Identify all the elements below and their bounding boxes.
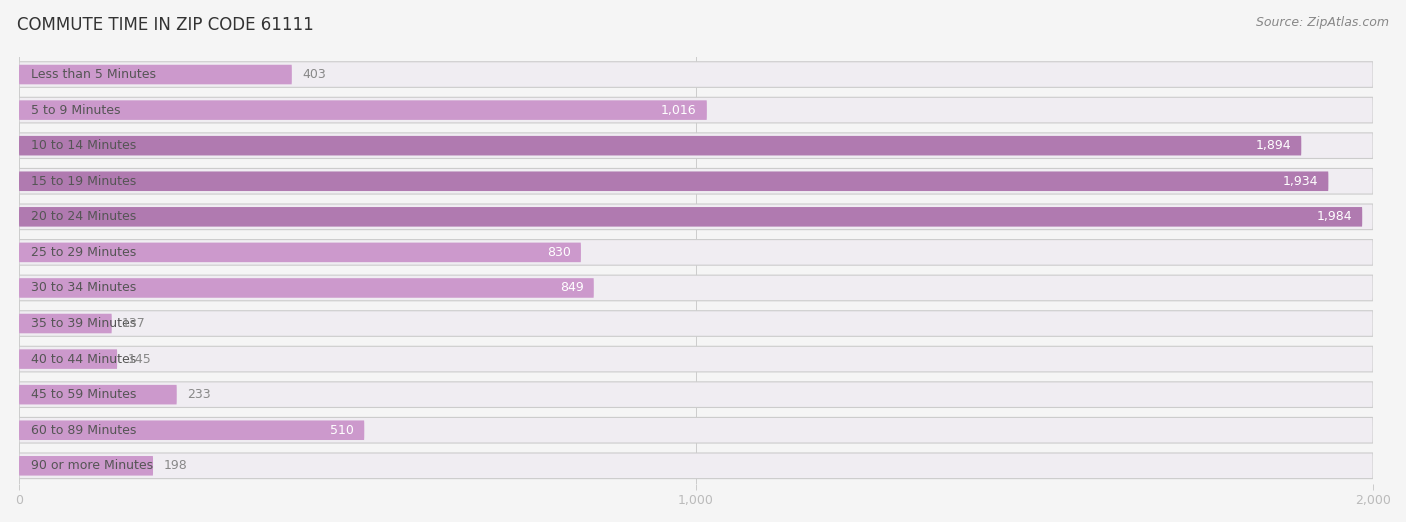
Text: 5 to 9 Minutes: 5 to 9 Minutes bbox=[31, 103, 121, 116]
FancyBboxPatch shape bbox=[20, 418, 1374, 443]
Text: COMMUTE TIME IN ZIP CODE 61111: COMMUTE TIME IN ZIP CODE 61111 bbox=[17, 16, 314, 33]
FancyBboxPatch shape bbox=[20, 169, 1374, 194]
FancyBboxPatch shape bbox=[20, 204, 1374, 230]
Text: 90 or more Minutes: 90 or more Minutes bbox=[31, 459, 153, 472]
Text: Source: ZipAtlas.com: Source: ZipAtlas.com bbox=[1256, 16, 1389, 29]
FancyBboxPatch shape bbox=[20, 346, 1374, 372]
FancyBboxPatch shape bbox=[20, 456, 153, 476]
Text: 137: 137 bbox=[122, 317, 146, 330]
FancyBboxPatch shape bbox=[20, 171, 1329, 191]
FancyBboxPatch shape bbox=[20, 97, 1374, 123]
Text: Less than 5 Minutes: Less than 5 Minutes bbox=[31, 68, 156, 81]
Text: 60 to 89 Minutes: 60 to 89 Minutes bbox=[31, 424, 136, 437]
FancyBboxPatch shape bbox=[20, 275, 1374, 301]
Text: 10 to 14 Minutes: 10 to 14 Minutes bbox=[31, 139, 136, 152]
Text: 510: 510 bbox=[330, 424, 354, 437]
FancyBboxPatch shape bbox=[20, 243, 581, 262]
FancyBboxPatch shape bbox=[20, 382, 1374, 408]
FancyBboxPatch shape bbox=[20, 453, 1374, 479]
Text: 1,934: 1,934 bbox=[1282, 175, 1319, 188]
Text: 35 to 39 Minutes: 35 to 39 Minutes bbox=[31, 317, 136, 330]
Text: 45 to 59 Minutes: 45 to 59 Minutes bbox=[31, 388, 136, 401]
Text: 830: 830 bbox=[547, 246, 571, 259]
FancyBboxPatch shape bbox=[20, 278, 593, 298]
Text: 145: 145 bbox=[128, 352, 150, 365]
Text: 40 to 44 Minutes: 40 to 44 Minutes bbox=[31, 352, 136, 365]
FancyBboxPatch shape bbox=[20, 420, 364, 440]
FancyBboxPatch shape bbox=[20, 65, 292, 85]
Text: 233: 233 bbox=[187, 388, 211, 401]
FancyBboxPatch shape bbox=[20, 100, 707, 120]
Text: 1,984: 1,984 bbox=[1316, 210, 1353, 223]
FancyBboxPatch shape bbox=[20, 240, 1374, 265]
Text: 1,894: 1,894 bbox=[1256, 139, 1291, 152]
FancyBboxPatch shape bbox=[20, 385, 177, 405]
Text: 20 to 24 Minutes: 20 to 24 Minutes bbox=[31, 210, 136, 223]
FancyBboxPatch shape bbox=[20, 314, 111, 334]
Text: 15 to 19 Minutes: 15 to 19 Minutes bbox=[31, 175, 136, 188]
FancyBboxPatch shape bbox=[20, 133, 1374, 159]
Text: 198: 198 bbox=[163, 459, 187, 472]
FancyBboxPatch shape bbox=[20, 136, 1302, 156]
Text: 25 to 29 Minutes: 25 to 29 Minutes bbox=[31, 246, 136, 259]
Text: 1,016: 1,016 bbox=[661, 103, 697, 116]
FancyBboxPatch shape bbox=[20, 349, 117, 369]
FancyBboxPatch shape bbox=[20, 311, 1374, 336]
Text: 30 to 34 Minutes: 30 to 34 Minutes bbox=[31, 281, 136, 294]
FancyBboxPatch shape bbox=[20, 62, 1374, 87]
Text: 403: 403 bbox=[302, 68, 326, 81]
Text: 849: 849 bbox=[560, 281, 583, 294]
FancyBboxPatch shape bbox=[20, 207, 1362, 227]
